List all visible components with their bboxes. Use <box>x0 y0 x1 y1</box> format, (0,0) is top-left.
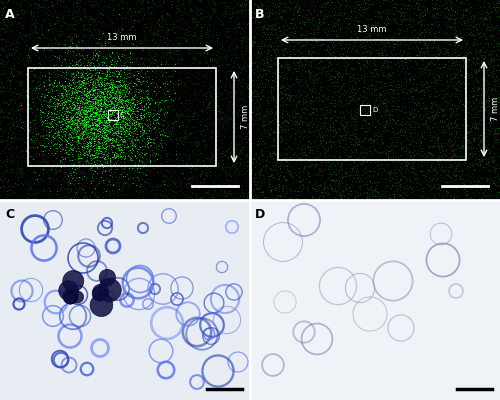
Bar <box>108 110 118 120</box>
Circle shape <box>64 292 76 304</box>
Circle shape <box>99 269 116 286</box>
Circle shape <box>72 291 84 303</box>
Text: 7 mm: 7 mm <box>242 105 250 129</box>
Circle shape <box>98 278 121 302</box>
Bar <box>28 68 216 166</box>
Text: A: A <box>5 8 15 21</box>
Circle shape <box>63 289 78 304</box>
Text: C: C <box>120 112 125 118</box>
Circle shape <box>92 284 108 300</box>
Text: B: B <box>255 8 264 21</box>
Text: 7 mm: 7 mm <box>492 97 500 121</box>
Circle shape <box>92 287 106 301</box>
Bar <box>278 58 466 160</box>
Text: 13 mm: 13 mm <box>107 34 137 42</box>
Circle shape <box>58 281 78 300</box>
Text: 13 mm: 13 mm <box>357 26 387 34</box>
Bar <box>360 105 370 115</box>
Text: C: C <box>5 208 14 221</box>
Circle shape <box>63 270 84 292</box>
Text: D: D <box>372 107 378 113</box>
Text: D: D <box>255 208 265 221</box>
Circle shape <box>90 294 113 316</box>
